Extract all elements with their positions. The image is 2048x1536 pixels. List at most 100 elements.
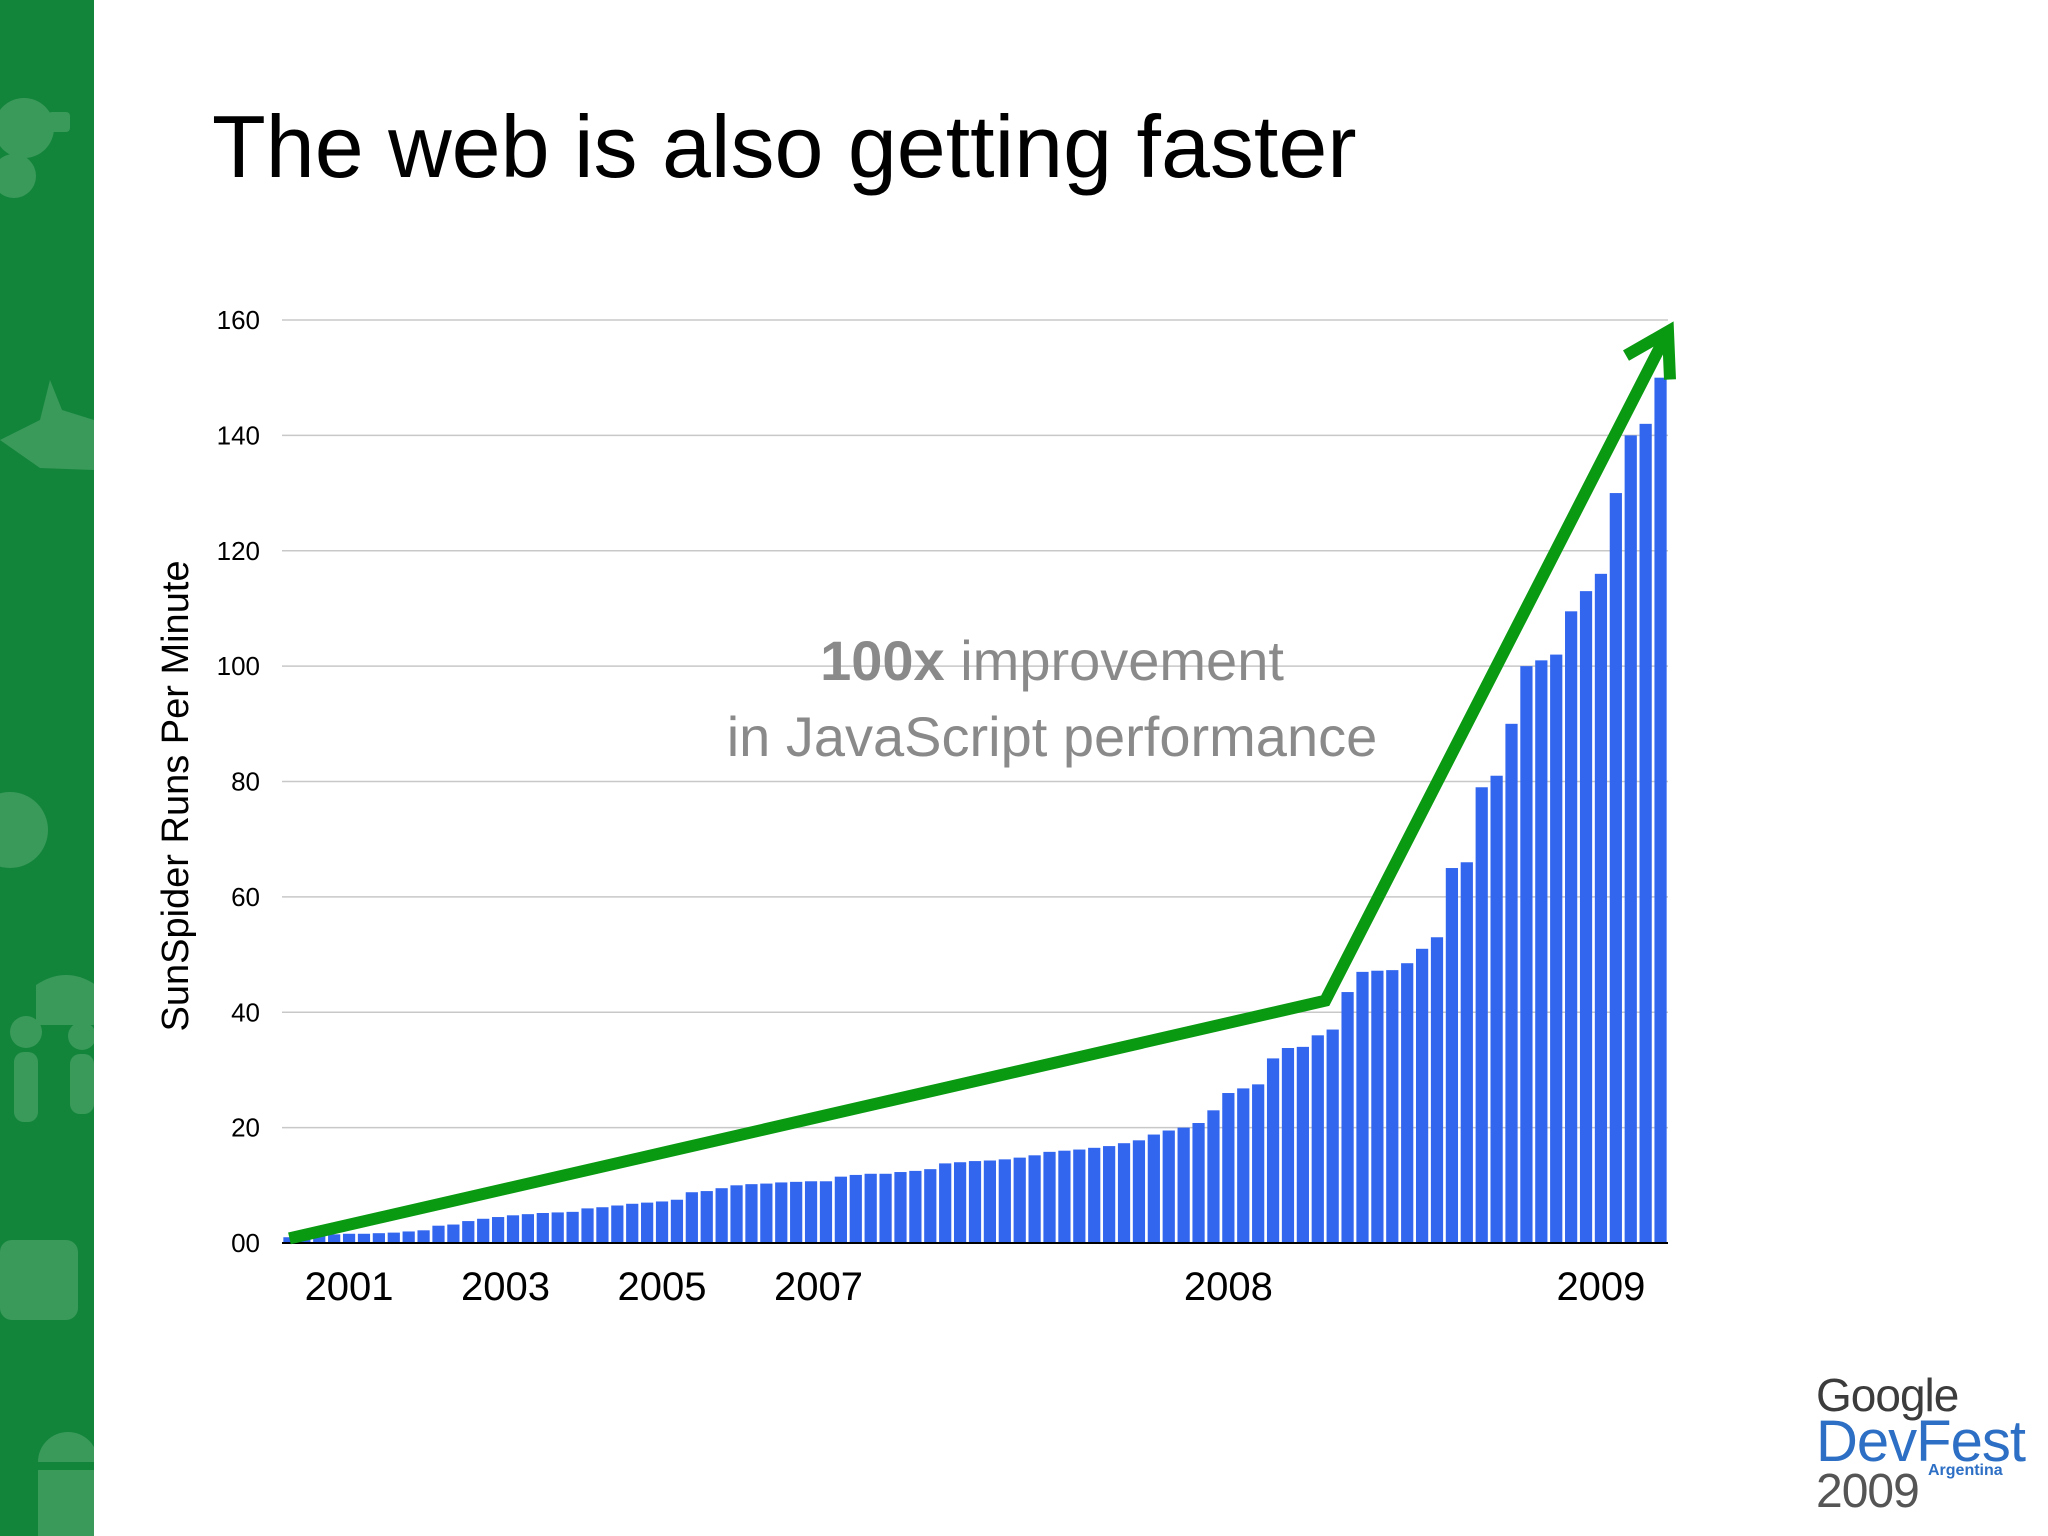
bar [1058, 1150, 1071, 1243]
y-tick-label: 20 [231, 1113, 260, 1143]
bar [447, 1224, 460, 1243]
trend-arrow-line [288, 328, 1674, 1245]
y-tick-label: 40 [231, 997, 260, 1027]
bar [1490, 775, 1503, 1243]
bar [1401, 963, 1414, 1243]
compass-icon [0, 792, 48, 868]
logo-year-text: 2009 [1816, 1465, 1920, 1518]
bar [685, 1192, 698, 1243]
bar [1177, 1127, 1190, 1243]
bar [1326, 1029, 1339, 1243]
rocket-icon [0, 380, 94, 470]
bar [1088, 1147, 1101, 1243]
bar [626, 1203, 639, 1243]
bar [1132, 1140, 1146, 1243]
sidebar-decoration [0, 98, 94, 1536]
bar [1028, 1155, 1041, 1243]
bar [1266, 1058, 1280, 1243]
bar [387, 1232, 400, 1243]
logo-devfest-text: DevFest [1816, 1409, 2026, 1474]
bar [790, 1181, 803, 1243]
bar [611, 1205, 624, 1243]
bar [1505, 723, 1518, 1243]
bar [1386, 970, 1399, 1243]
bar [536, 1213, 549, 1243]
bar [1147, 1134, 1160, 1243]
people-icon [10, 975, 94, 1122]
bar [1207, 1110, 1220, 1243]
bar [1654, 377, 1667, 1243]
bar [849, 1174, 862, 1243]
bar [864, 1173, 877, 1243]
bar [1222, 1093, 1235, 1243]
x-tick-label: 2009 [1556, 1265, 1645, 1309]
bar [655, 1201, 669, 1243]
bar [1460, 862, 1473, 1243]
bar [819, 1181, 833, 1243]
bar [730, 1185, 743, 1243]
bar [700, 1191, 713, 1243]
x-tick-label: 2007 [774, 1265, 863, 1309]
bar [1520, 666, 1533, 1243]
bar [1579, 591, 1593, 1243]
y-tick-label: 140 [217, 420, 260, 450]
bar [1565, 611, 1578, 1243]
bar [1043, 1151, 1056, 1243]
logo-google-text: Google [1816, 1369, 1959, 1421]
bar [1341, 992, 1354, 1243]
bar [1311, 1035, 1324, 1243]
logo-country-text: Argentina [1928, 1462, 2003, 1479]
annotation-line2: in JavaScript performance [727, 705, 1378, 768]
bar [909, 1170, 922, 1243]
bar [1252, 1084, 1265, 1243]
trend-arrowhead [1623, 321, 1676, 380]
bar [432, 1225, 445, 1243]
bar [491, 1217, 505, 1243]
bar [953, 1162, 967, 1243]
bar [760, 1183, 773, 1243]
bar [1624, 435, 1637, 1243]
bar [1103, 1146, 1116, 1243]
x-tick-label: 2005 [618, 1265, 707, 1309]
bars [283, 377, 1667, 1243]
bar [834, 1176, 847, 1243]
bar [551, 1212, 564, 1243]
bar [1356, 971, 1369, 1243]
y-tick-label: 00 [231, 1228, 260, 1258]
bar [894, 1172, 907, 1243]
x-tick-label: 2008 [1184, 1265, 1273, 1309]
bar [879, 1173, 892, 1243]
bar [715, 1188, 728, 1243]
x-tick-label: 2001 [305, 1265, 394, 1309]
bar [1117, 1143, 1131, 1243]
bar [313, 1234, 326, 1243]
bar [745, 1184, 758, 1243]
bar [417, 1230, 430, 1243]
bar [1073, 1149, 1086, 1243]
android-icon [38, 1432, 94, 1536]
y-tick-label: 160 [217, 305, 260, 335]
devfest-logo: Google DevFest 2009 Argentina [1816, 1368, 2038, 1518]
bar [596, 1207, 609, 1243]
x-axis-ticks: 2001 2003 2005 2007 2008 2009 [305, 1265, 1646, 1309]
sidebar-band [0, 0, 94, 1536]
bar [1371, 970, 1384, 1243]
bar [1237, 1088, 1250, 1243]
bar [1296, 1046, 1309, 1243]
bar [402, 1231, 415, 1243]
bar [804, 1181, 818, 1243]
bar [328, 1234, 341, 1243]
bar [924, 1169, 937, 1243]
x-tick-label: 2003 [461, 1265, 550, 1309]
bar [566, 1211, 579, 1243]
bar [283, 1237, 296, 1243]
y-axis-ticks: 00 20 40 60 80 100 120 140 160 [217, 305, 260, 1258]
gear-icon [0, 98, 70, 198]
bar [372, 1233, 385, 1243]
bar [1609, 493, 1622, 1243]
bar [1550, 654, 1563, 1243]
bar [1162, 1130, 1175, 1243]
bar [1430, 937, 1444, 1243]
bar [581, 1208, 594, 1243]
